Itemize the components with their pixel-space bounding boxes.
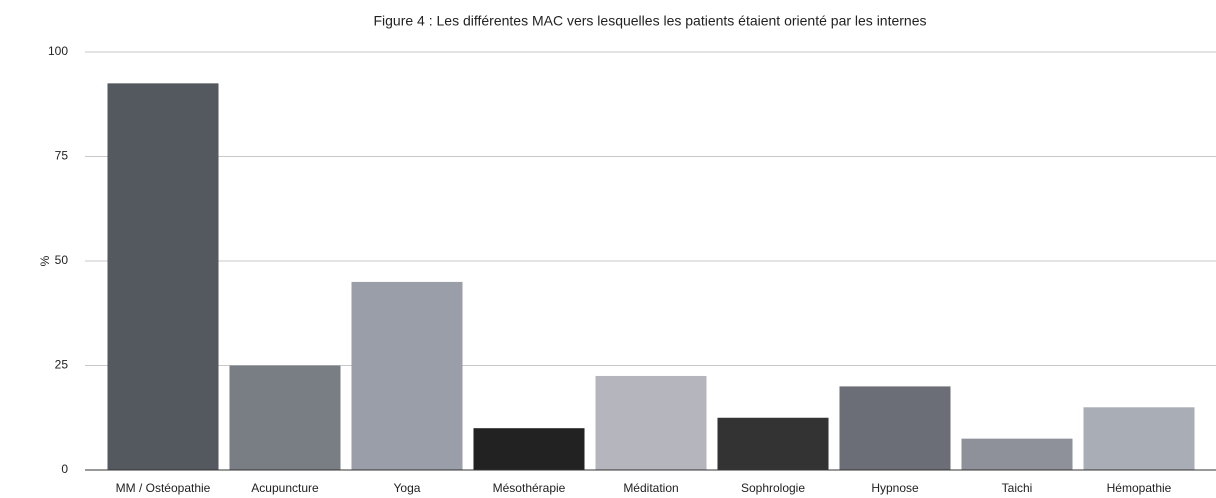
bar [351,281,463,470]
y-tick-label: 50 [55,253,69,267]
x-tick-label: Yoga [394,481,421,495]
bar [961,438,1073,470]
y-axis-label: % [38,255,52,266]
y-tick-label: 25 [55,358,69,372]
bar [717,417,829,470]
y-tick-label: 75 [55,149,69,163]
x-tick-label: Méditation [623,481,678,495]
x-tick-label: Taichi [1002,481,1033,495]
x-tick-label: Hypnose [871,481,919,495]
x-tick-label: Acupuncture [251,481,319,495]
bar [473,428,585,470]
x-tick-label: Sophrologie [741,481,805,495]
bar [1083,407,1195,470]
x-tick-label: MM / Ostéopathie [116,481,211,495]
bar [229,365,341,470]
x-tick-label: Mésothérapie [493,481,566,495]
x-tick-label: Hémopathie [1107,481,1172,495]
bar [595,375,707,470]
y-tick-label: 100 [48,44,68,58]
chart-title: Figure 4 : Les différentes MAC vers lesq… [373,13,926,29]
y-tick-label: 0 [61,462,68,476]
bar [107,83,219,470]
bar [839,386,951,470]
